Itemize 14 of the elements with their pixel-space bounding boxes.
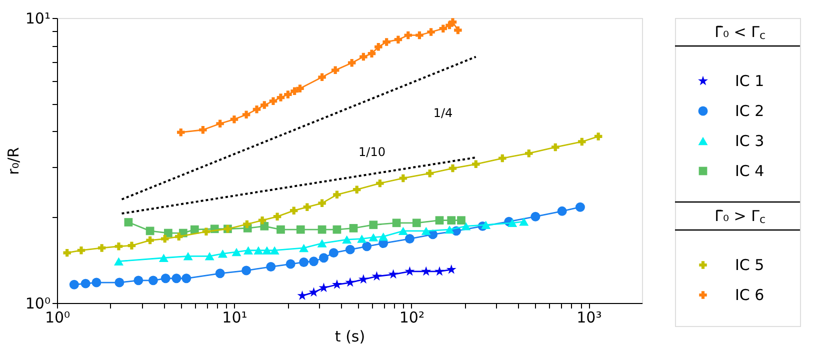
legend-label: IC 1 — [735, 72, 764, 90]
x-tick-label: 10² — [399, 308, 424, 326]
legend-label: IC 4 — [735, 162, 764, 180]
x-tick-label: 10³ — [576, 308, 602, 326]
annotation: 1/10 — [358, 145, 386, 159]
legend-label: IC 6 — [735, 286, 764, 304]
y-axis-title: r₀/R — [4, 147, 22, 175]
x-tick-label: 10⁰ — [44, 308, 70, 326]
x-axis-title: t (s) — [334, 328, 366, 346]
annotation: 1/4 — [433, 106, 453, 120]
legend-label: IC 5 — [735, 256, 764, 274]
x-tick-label: 10¹ — [222, 308, 248, 326]
legend-label: IC 2 — [735, 102, 764, 120]
legend-label: IC 3 — [735, 132, 764, 150]
